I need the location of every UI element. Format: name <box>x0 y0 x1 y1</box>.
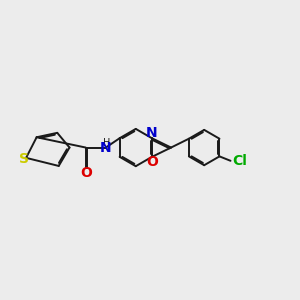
Text: S: S <box>19 152 28 166</box>
Text: N: N <box>100 140 112 154</box>
Text: N: N <box>146 126 157 140</box>
Text: O: O <box>146 155 158 169</box>
Text: Cl: Cl <box>232 154 247 168</box>
Text: O: O <box>80 166 92 180</box>
Text: H: H <box>103 138 111 148</box>
